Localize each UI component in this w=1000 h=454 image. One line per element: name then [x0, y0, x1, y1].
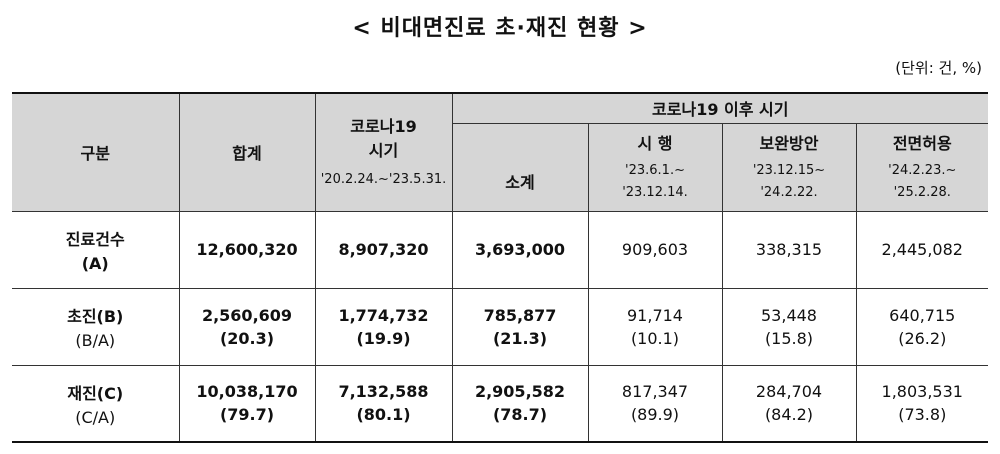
header-phase: 시 행 '23.6.1.~ '23.12.14. [587, 122, 723, 212]
table-cell: 8,907,320 [314, 210, 453, 289]
table-cell: 338,315 [721, 210, 857, 289]
covid-period-range: '20.2.24.~'23.5.31. [320, 172, 447, 188]
telemedicine-table: 구분 합계 코로나19 시기 '20.2.24.~'23.5.31. 코로나19… [12, 92, 989, 443]
header-total: 합계 [178, 92, 316, 212]
table-cell: 3,693,000 [451, 210, 589, 289]
table-cell: 10,038,170 (79.7) [178, 364, 316, 443]
row-label: 초진(B) (B/A) [12, 287, 180, 366]
table-cell: 1,803,531 (73.8) [855, 364, 989, 443]
table-cell: 785,877 (21.3) [451, 287, 589, 366]
header-covid-period: 코로나19 시기 '20.2.24.~'23.5.31. [314, 92, 453, 212]
header-category: 구분 [12, 92, 180, 212]
table-cell: 2,445,082 [855, 210, 989, 289]
table-row: 초진(B) (B/A) 2,560,609 (20.3) 1,774,732 (19… [12, 287, 989, 366]
header-phase: 보완방안 '23.12.15~ '24.2.22. [721, 122, 857, 212]
table-cell: 53,448 (15.8) [721, 287, 857, 366]
row-label: 진료건수 (A) [12, 210, 180, 289]
row-label: 재진(C) (C/A) [12, 364, 180, 443]
table-row: 진료건수 (A) 12,600,320 8,907,320 3,693,000 … [12, 210, 989, 289]
header-post-covid: 코로나19 이후 시기 [451, 92, 989, 124]
table-cell: 91,714 (10.1) [587, 287, 723, 366]
table-cell: 7,132,588 (80.1) [314, 364, 453, 443]
table-cell: 2,905,582 (78.7) [451, 364, 589, 443]
table-cell: 284,704 (84.2) [721, 364, 857, 443]
header-phase: 전면허용 '24.2.23.~ '25.2.28. [855, 122, 989, 212]
covid-period-name: 코로나19 시기 [350, 117, 417, 161]
page-title: < 비대면진료 초·재진 현황 > [352, 16, 648, 41]
table-cell: 640,715 (26.2) [855, 287, 989, 366]
table-cell: 909,603 [587, 210, 723, 289]
unit-note: (단위: 건, %) [895, 59, 982, 77]
table-cell: 1,774,732 (19.9) [314, 287, 453, 366]
header-subtotal: 소계 [452, 122, 589, 212]
table-cell: 12,600,320 [178, 210, 316, 289]
table-cell: 2,560,609 (20.3) [178, 287, 316, 366]
table-row: 재진(C) (C/A) 10,038,170 (79.7) 7,132,588 (8… [12, 364, 989, 443]
table-cell: 817,347 (89.9) [587, 364, 723, 443]
